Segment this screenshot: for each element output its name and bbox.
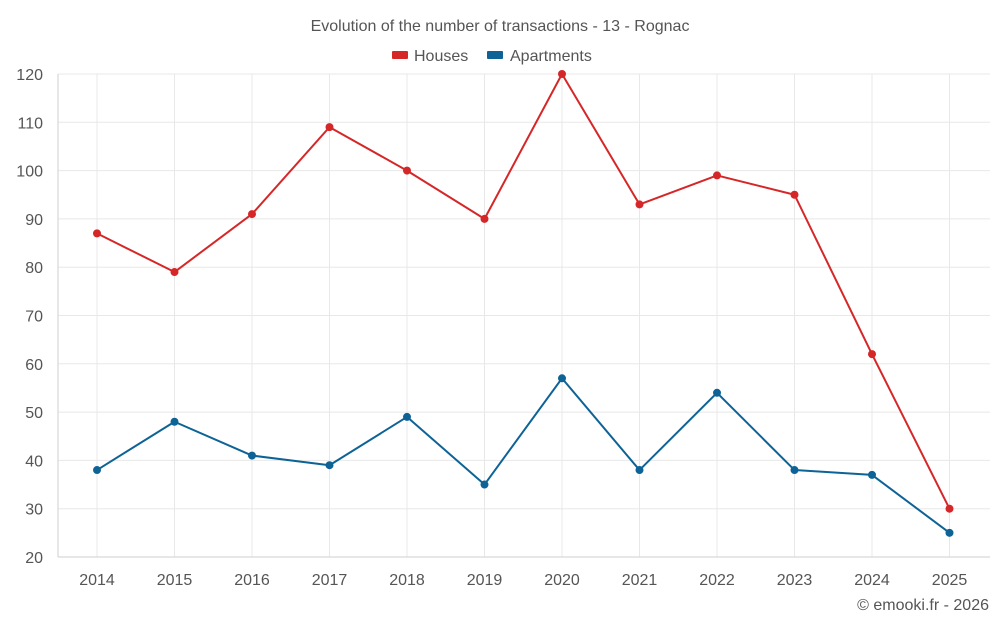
x-tick-label: 2016 [234,572,270,589]
data-point-houses[interactable] [945,504,954,513]
data-point-apartments[interactable] [93,466,101,475]
series-line-apartments [96,377,951,534]
data-point-houses[interactable] [480,214,489,223]
x-tick-label: 2023 [777,572,813,589]
data-point-houses[interactable] [93,229,101,238]
y-tick-label: 120 [16,67,43,84]
data-point-houses[interactable] [868,350,876,359]
legend-swatch-houses [392,51,408,59]
y-tick-label: 40 [25,453,43,470]
y-tick-label: 110 [17,115,43,132]
data-point-houses[interactable] [558,70,566,78]
data-point-apartments[interactable] [790,466,799,475]
x-tick-label: 2020 [544,572,580,589]
y-tick-label: 90 [25,212,43,229]
x-tick-label: 2018 [389,572,425,589]
x-tick-label: 2022 [699,572,735,589]
data-point-apartments[interactable] [713,388,721,397]
data-point-houses[interactable] [325,123,334,132]
series-apartments [93,374,954,537]
legend: Houses Apartments [392,48,592,65]
chart-title: Evolution of the number of transactions … [311,18,690,35]
x-tick-label: 2014 [79,572,115,589]
data-point-houses[interactable] [635,200,644,209]
x-tick-label: 2021 [622,572,658,589]
data-point-houses[interactable] [170,268,179,277]
axes: 20 30 40 50 60 70 80 90 100 110 120 2014 2015 2016 201… [16,67,990,589]
data-point-apartments[interactable] [170,417,179,426]
x-tick-label: 2015 [157,572,193,589]
series [93,70,954,537]
legend-item-apartments[interactable]: Apartments [487,48,592,65]
data-point-apartments[interactable] [945,528,954,537]
series-houses [93,70,954,513]
y-tick-label: 20 [25,550,43,567]
y-tick-label: 30 [25,502,43,519]
y-tick-label: 50 [25,405,43,422]
x-tick-label: 2025 [932,572,968,589]
x-tick-label: 2019 [467,572,503,589]
data-point-apartments[interactable] [248,451,256,460]
legend-label-houses: Houses [414,48,468,65]
data-point-apartments[interactable] [403,412,411,421]
credit-text: © emooki.fr - 2026 [857,597,989,614]
data-point-houses[interactable] [248,210,256,219]
data-point-houses[interactable] [790,190,799,199]
y-tick-label: 80 [25,260,43,277]
data-point-apartments[interactable] [480,480,489,489]
x-tick-label: 2017 [312,572,348,589]
data-point-apartments[interactable] [868,470,876,479]
y-tick-label: 100 [16,164,43,181]
data-point-houses[interactable] [403,166,411,175]
data-point-houses[interactable] [713,171,721,180]
series-line-houses [96,73,951,510]
y-tick-label: 60 [25,357,43,374]
legend-item-houses[interactable]: Houses [392,48,468,65]
data-point-apartments[interactable] [558,374,566,383]
legend-swatch-apartments [487,51,503,59]
legend-label-apartments: Apartments [510,48,592,65]
data-point-apartments[interactable] [635,466,644,475]
data-point-apartments[interactable] [325,461,334,470]
y-tick-label: 70 [25,309,43,326]
x-tick-label: 2024 [854,572,890,589]
